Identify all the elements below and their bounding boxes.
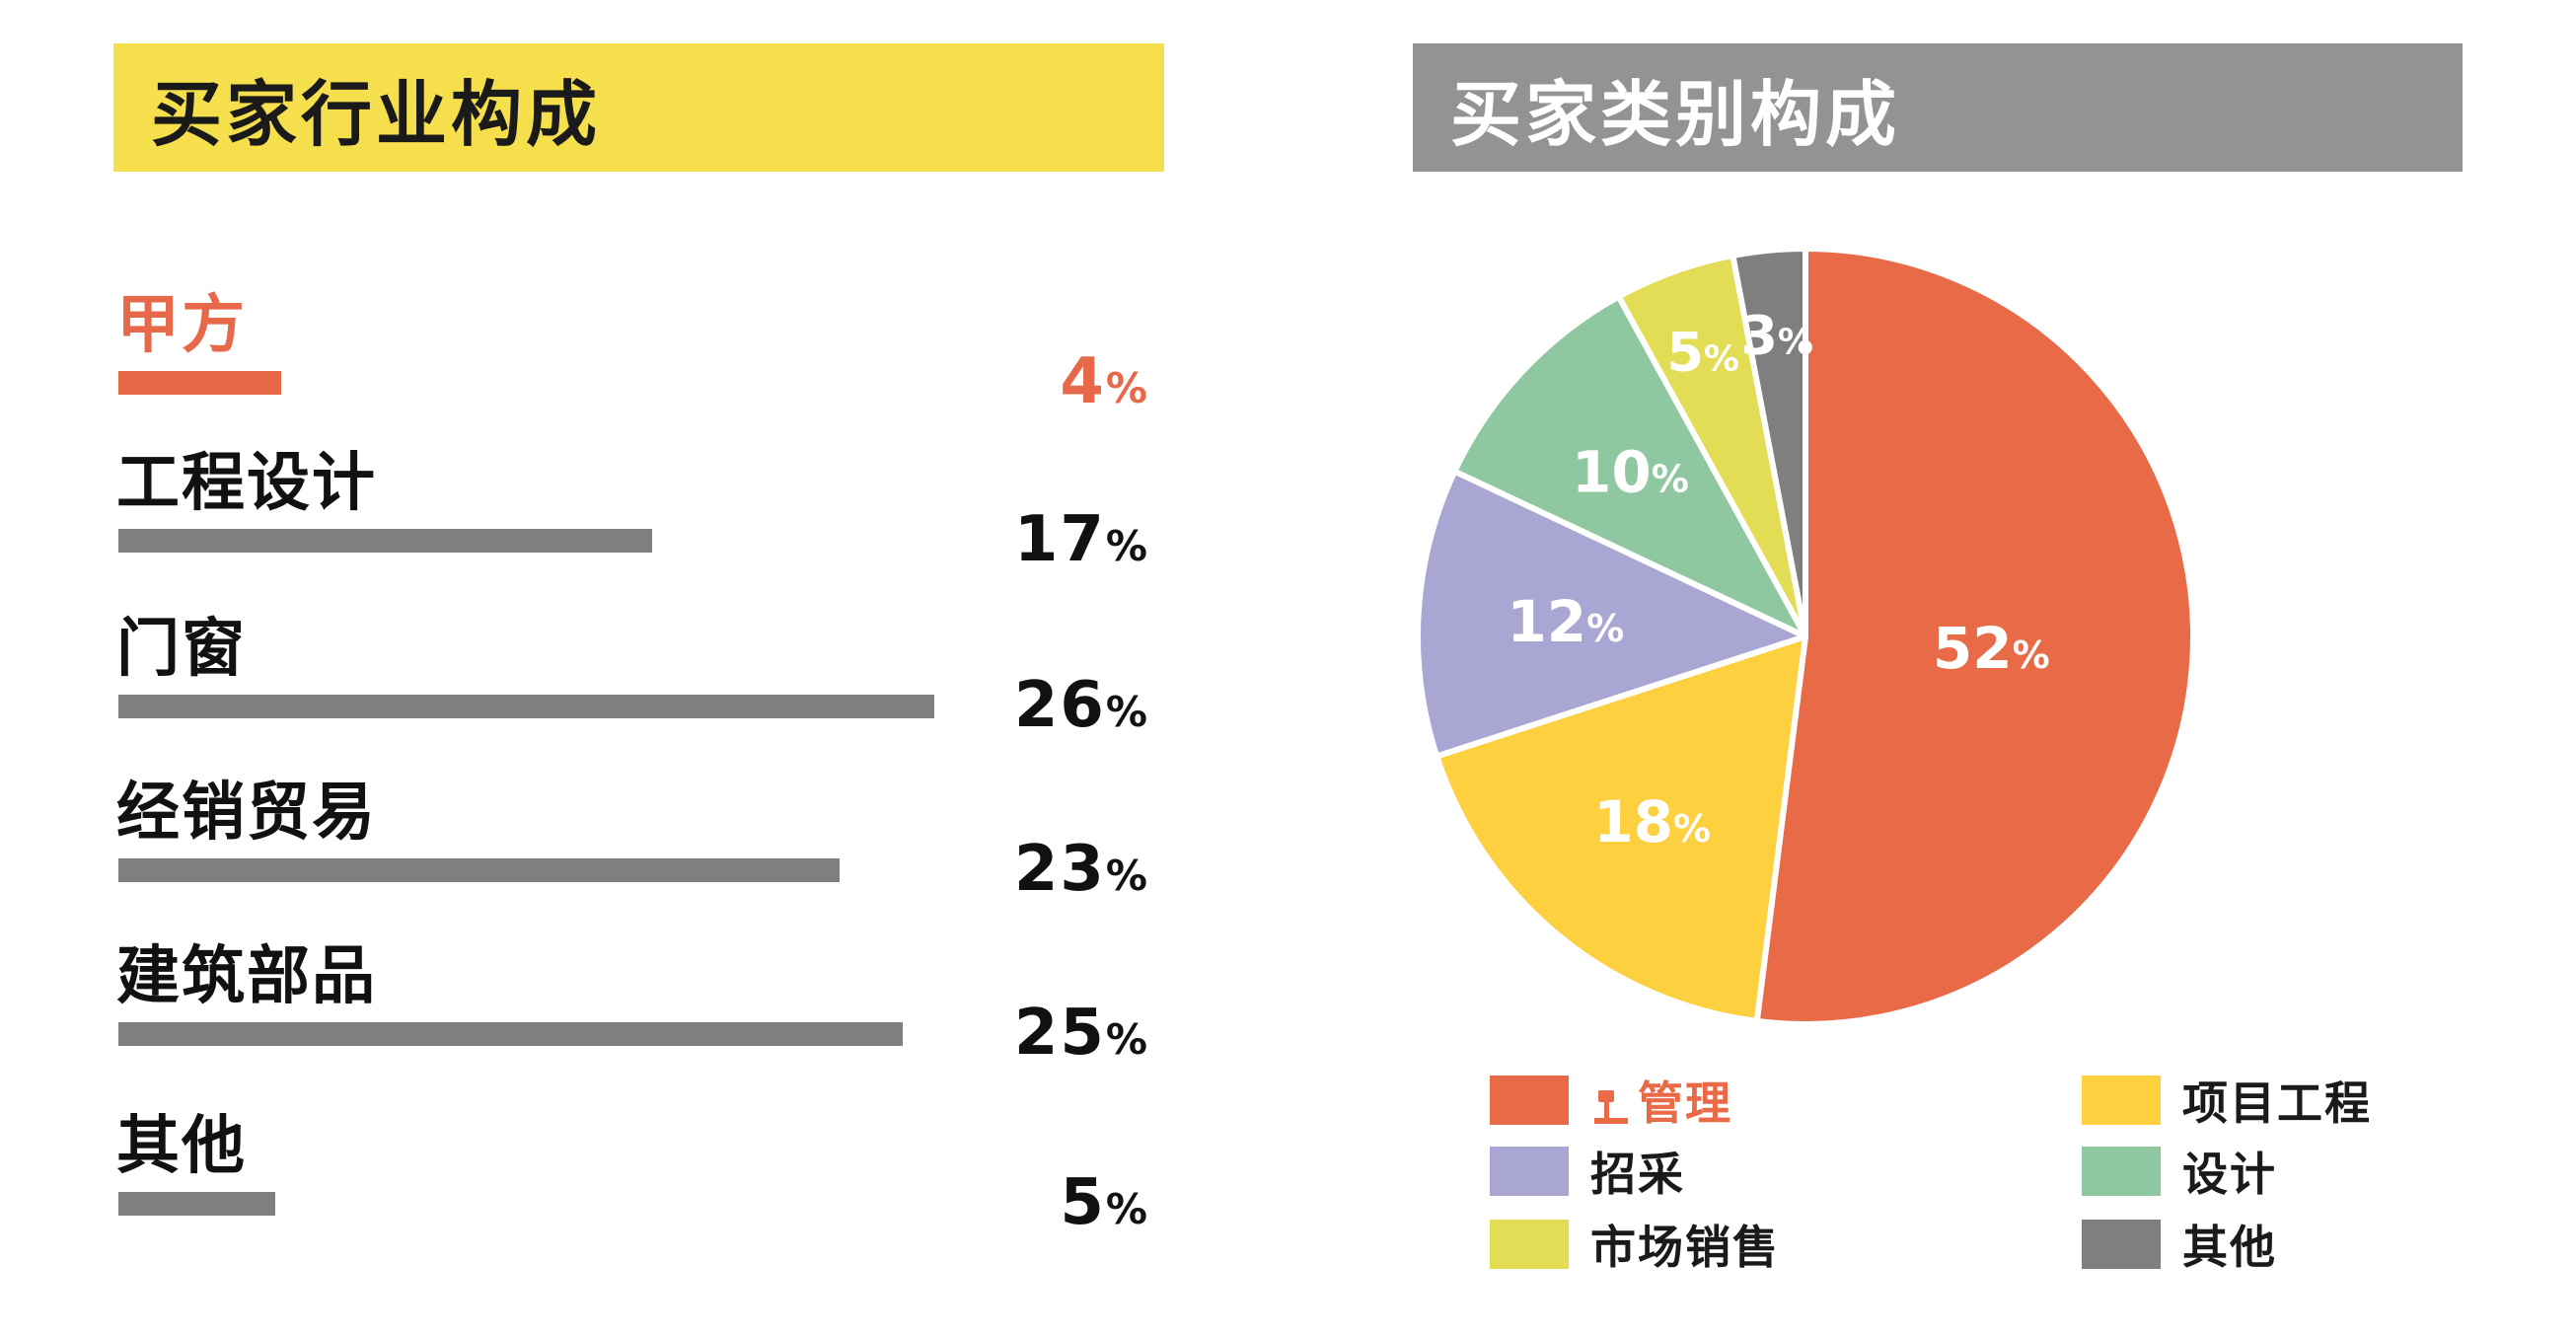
legend-label-text: 市场销售 — [1590, 1221, 1780, 1274]
legend-swatch — [1490, 1220, 1569, 1269]
bar-value-label: 25% — [1014, 997, 1149, 1070]
legend-item: 项目工程 — [2082, 1076, 2372, 1130]
legend-label-text: 管理 — [1638, 1076, 1732, 1130]
bar-value-unit: % — [1105, 688, 1149, 736]
legend-item: 市场销售 — [1490, 1220, 1780, 1274]
legend-item: 其他 — [2082, 1220, 2277, 1274]
bar-value-label: 4% — [1060, 345, 1149, 418]
bar-row: 建筑部品 25% — [113, 937, 1149, 1095]
legend-swatch — [1490, 1076, 1569, 1125]
bar-category-label: 经销贸易 — [116, 777, 377, 850]
bar-value-unit: % — [1105, 1015, 1149, 1064]
bar-row: 甲方 4% — [113, 286, 1149, 444]
bar-value-label: 17% — [1014, 503, 1149, 576]
industry-composition-title: 买家行业构成 — [113, 43, 1164, 172]
legend-label-text: 设计 — [2182, 1148, 2277, 1201]
bar-value-unit: % — [1105, 522, 1149, 570]
bar-value-unit: % — [1105, 852, 1149, 900]
legend-label-text: 招采 — [1590, 1148, 1685, 1201]
legend-swatch — [2082, 1076, 2161, 1125]
bar — [118, 1022, 903, 1046]
legend-item: 管理 — [1490, 1076, 1732, 1130]
legend-swatch — [2082, 1220, 2161, 1269]
pie-slice — [1753, 246, 2196, 1027]
bar-value-label: 23% — [1014, 833, 1149, 906]
bar-row: 工程设计 17% — [113, 444, 1149, 602]
bar-row: 其他 5% — [113, 1107, 1149, 1265]
legend-label: 招采 — [1590, 1139, 1685, 1204]
bar-value-number: 4 — [1060, 345, 1106, 418]
pie-slice — [1451, 293, 1808, 639]
bar — [118, 858, 841, 882]
legend-swatch — [1490, 1147, 1569, 1196]
bar-row: 门窗 26% — [113, 610, 1149, 768]
category-composition-title: 买家类别构成 — [1413, 43, 2463, 172]
legend-label: 项目工程 — [2182, 1068, 2372, 1133]
bar-value-number: 17 — [1013, 503, 1106, 576]
bar-value-label: 5% — [1060, 1166, 1149, 1239]
bar-category-label: 甲方 — [116, 289, 247, 362]
industry-composition-title-text: 买家行业构成 — [151, 72, 602, 156]
bar-category-label: 建筑部品 — [116, 940, 377, 1013]
bar-row: 经销贸易 23% — [113, 774, 1149, 931]
bar-category-label: 其他 — [116, 1110, 247, 1183]
hammer-icon — [1594, 1089, 1628, 1124]
legend-label: 管理 — [1590, 1068, 1732, 1133]
bar — [118, 529, 652, 553]
bar-value-unit: % — [1105, 364, 1149, 412]
bar-value-number: 25 — [1013, 997, 1106, 1070]
category-composition-title-text: 买家类别构成 — [1450, 72, 1901, 156]
legend-label: 市场销售 — [1590, 1212, 1780, 1277]
legend-label-text: 其他 — [2182, 1221, 2277, 1274]
bar-value-label: 26% — [1014, 669, 1149, 742]
bar-category-label: 门窗 — [116, 613, 247, 686]
bar-value-number: 23 — [1013, 833, 1106, 906]
legend-item: 设计 — [2082, 1147, 2277, 1201]
bar — [118, 695, 934, 718]
bar — [118, 371, 281, 395]
bar-category-label: 工程设计 — [116, 447, 377, 520]
legend-swatch — [2082, 1147, 2161, 1196]
bar-value-unit: % — [1105, 1185, 1149, 1233]
pie-slice — [1415, 468, 1808, 760]
bar-value-number: 26 — [1013, 669, 1106, 742]
legend-label: 设计 — [2182, 1139, 2277, 1204]
legend-label: 其他 — [2182, 1212, 2277, 1277]
pie-slice — [1730, 246, 1808, 639]
bar — [118, 1192, 275, 1216]
legend-item: 招采 — [1490, 1147, 1685, 1201]
legend-label-text: 项目工程 — [2182, 1076, 2372, 1130]
bar-value-number: 5 — [1060, 1166, 1106, 1239]
pie-slice — [1434, 633, 1808, 1024]
